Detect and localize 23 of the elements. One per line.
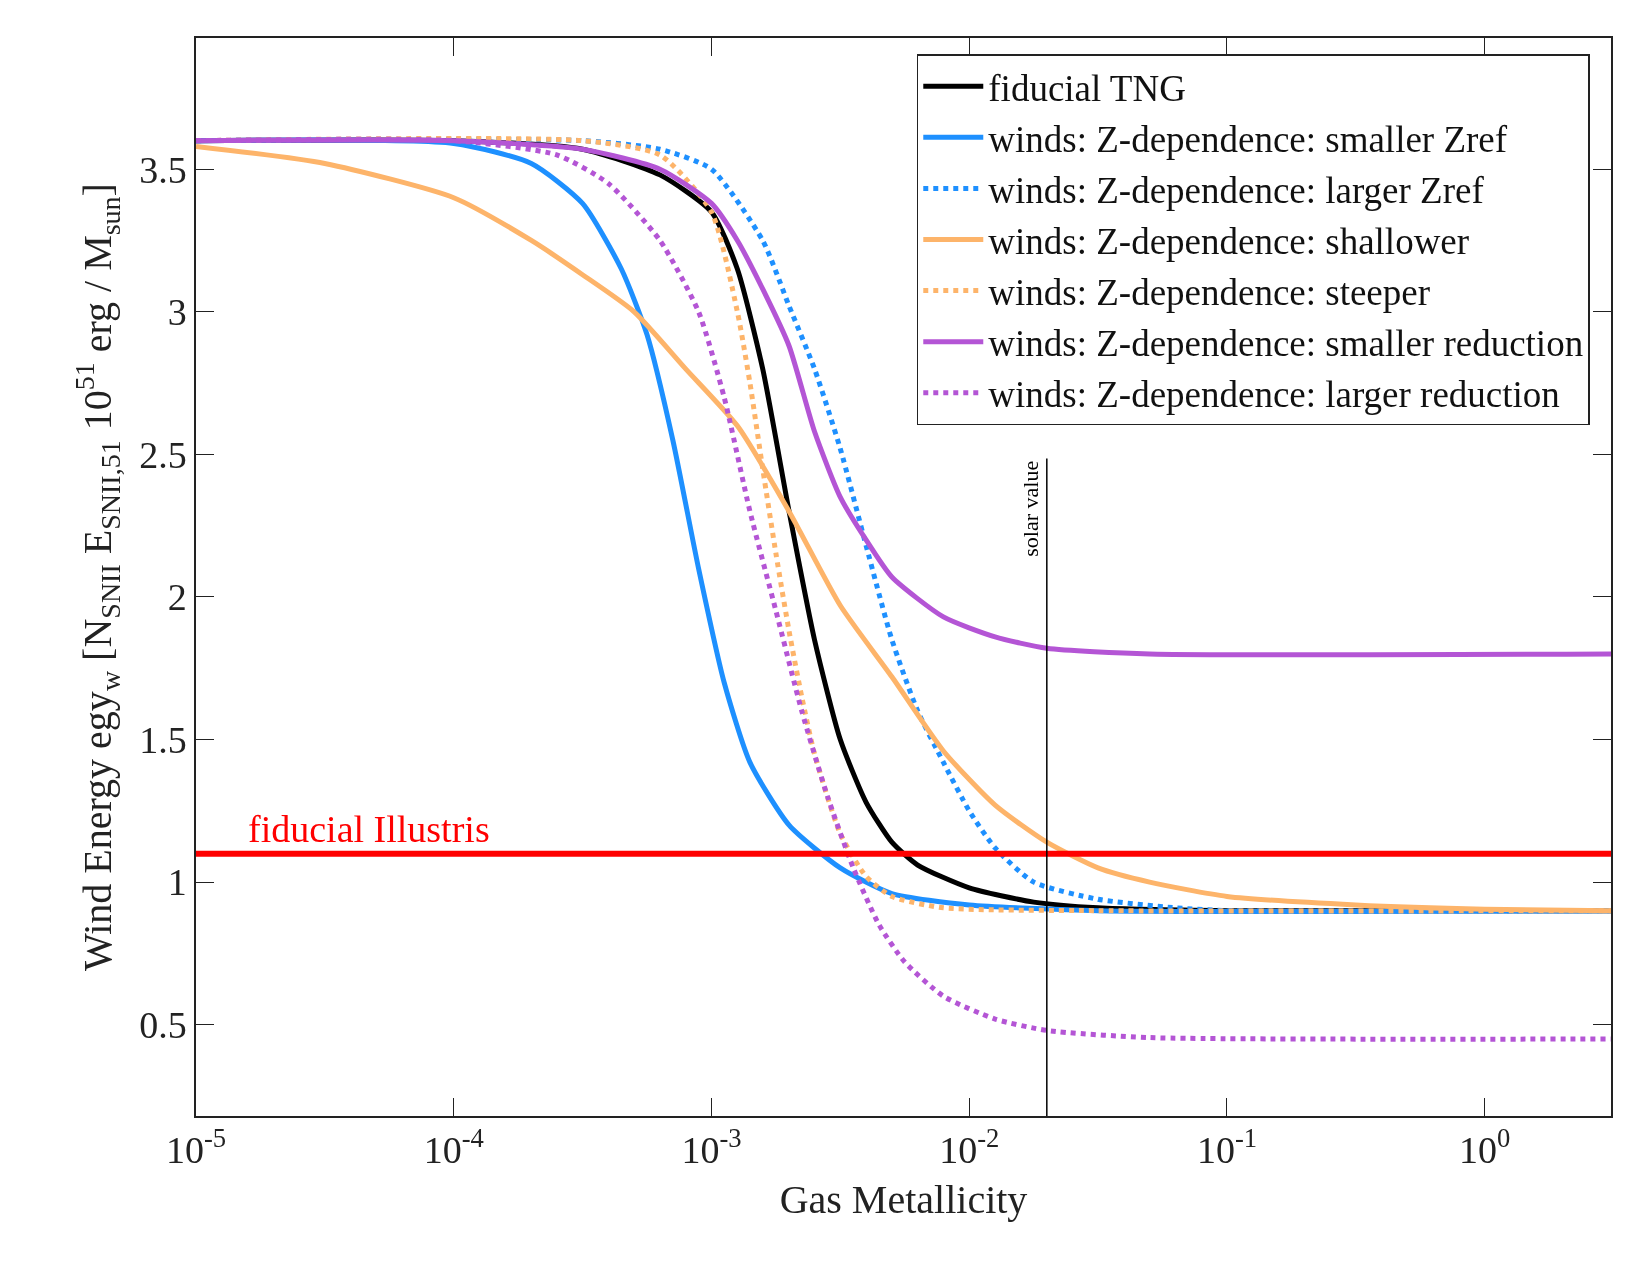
legend-label: fiducial TNG [988, 67, 1186, 109]
y-tick-label: 2 [167, 576, 187, 619]
legend-label: winds: Z-dependence: larger Zref [988, 169, 1485, 211]
x-tick-label: 10$^{-1}$ [1196, 1123, 1258, 1172]
x-tick-label: 10$^{-2}$ [939, 1123, 1000, 1172]
legend-label: winds: Z-dependence: smaller Zref [988, 118, 1508, 160]
y-tick-label: 3.5 [139, 148, 187, 191]
y-tick-label: 2.5 [139, 433, 187, 476]
legend-label: winds: Z-dependence: shallower [988, 220, 1470, 262]
x-axis-title: Gas Metallicity [779, 1177, 1028, 1223]
legend-label: winds: Z-dependence: larger reduction [988, 374, 1560, 416]
y-tick-label: 3 [167, 291, 187, 334]
y-tick-label: 1.5 [139, 718, 187, 761]
legend-label: winds: Z-dependence: smaller reduction [988, 323, 1584, 365]
ref-line-label: solar value [1017, 460, 1043, 557]
x-tick-label: 10$^{-4}$ [423, 1123, 484, 1172]
y-tick-label: 1 [167, 861, 187, 904]
legend-label: winds: Z-dependence: steeper [988, 272, 1431, 314]
y-tick-label: 0.5 [139, 1004, 187, 1047]
ref-line-label: fiducial Illustris [248, 808, 490, 850]
x-tick-label: 10$^{-5}$ [165, 1123, 227, 1172]
x-tick-label: 10$^{0}$ [1459, 1123, 1511, 1172]
x-tick-label: 10$^{-3}$ [681, 1123, 742, 1172]
